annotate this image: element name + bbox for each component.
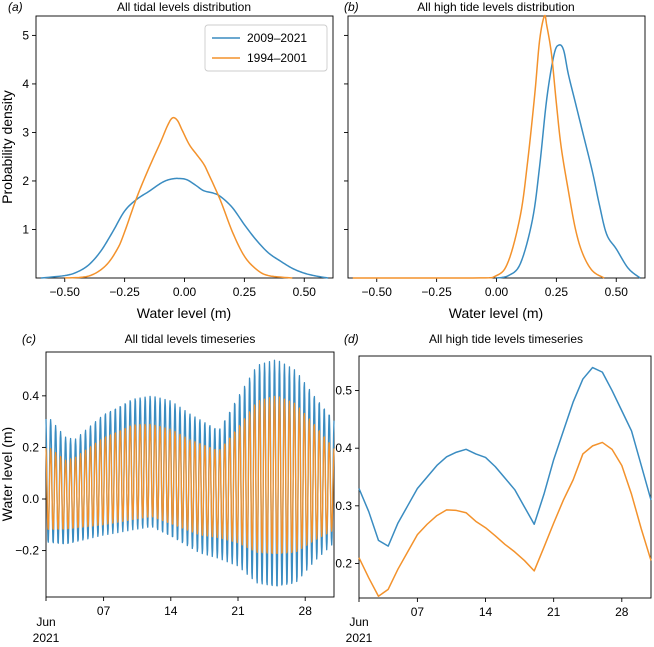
panel-a-ticks: −0.50 −0.25 0.00 0.25 0.50 1 2 3 4 5 [22, 28, 316, 299]
panel-c-ytick-label: 0.2 [22, 440, 39, 454]
legend-frame [204, 24, 328, 72]
panel-b-ticks: −0.50 −0.25 0.00 0.25 0.50 [344, 34, 629, 299]
panel-d-xtick-label: 07 [411, 605, 425, 619]
panel-b-xlabel: Water level (m) [449, 305, 543, 321]
panel-a-letter: (a) [8, 0, 23, 14]
panel-a-ytick-label: 5 [22, 28, 29, 42]
panel-c-ticks: 07 14 21 28 −0.2 0.0 0.2 0.4 [15, 389, 312, 618]
panel-c-xtick-label: 21 [231, 604, 245, 618]
panel-b-xtick-label: 0.50 [605, 285, 629, 299]
panel-d-ytick-label: 0.4 [335, 441, 352, 455]
panel-a-xtick-label: −0.50 [50, 285, 81, 299]
panel-d-ytick-label: 0.5 [335, 384, 352, 398]
panel-b: (b) All high tide levels distribution Wa… [344, 0, 646, 321]
panel-a-ytick-label: 3 [22, 125, 29, 139]
panel-a-ylabel: Probability density [0, 90, 15, 204]
panel-d-start-year: 2021 [346, 631, 373, 645]
panel-c-frame [45, 351, 335, 598]
panel-c-ytick-label: 0.0 [22, 492, 39, 506]
panel-a-xtick-label: 0.25 [233, 285, 257, 299]
panel-d-start-month: Jun [349, 615, 368, 629]
panel-b-xtick-label: 0.25 [545, 285, 569, 299]
panel-d-xtick-label: 28 [615, 605, 629, 619]
panel-c-series-1994-2001 [45, 395, 335, 555]
panel-d-frame [358, 355, 652, 599]
panel-d-ticks: 07 14 21 28 0.2 0.3 0.4 0.5 [335, 384, 628, 619]
panel-d: (d) All high tide levels timeseries Jun … [335, 332, 652, 645]
panel-a-xtick-label: 0.50 [293, 285, 317, 299]
panel-a-series-2009-2021 [40, 177, 329, 279]
panel-c-ytick-label: 0.4 [22, 389, 39, 403]
panel-b-frame [347, 15, 646, 279]
panel-a-ytick-label: 4 [22, 77, 29, 91]
panel-d-ytick-label: 0.2 [335, 556, 352, 570]
panel-b-series-1994-2001 [352, 14, 605, 279]
panel-c-xtick-label: 07 [97, 604, 111, 618]
panel-a-lines [40, 116, 329, 279]
panel-d-series-1994-2001 [358, 441, 652, 598]
panel-c-ytick-label: −0.2 [15, 544, 39, 558]
panel-b-xtick-label: −0.50 [362, 285, 393, 299]
legend-label-2009-2021: 2009–2021 [247, 31, 307, 45]
panel-a-ytick-label: 2 [22, 174, 29, 188]
panel-a-title: All tidal levels distribution [117, 0, 251, 14]
panel-a-xlabel: Water level (m) [137, 305, 231, 321]
panel-c-lines [45, 359, 335, 587]
panel-b-xtick-label: 0.00 [485, 285, 509, 299]
panel-a-series-1994-2001 [64, 116, 293, 279]
panel-d-title: All high tide levels timeseries [429, 332, 583, 346]
panel-b-lines [352, 14, 641, 279]
panel-d-series-2009-2021 [358, 366, 652, 547]
panel-c-title: All tidal levels timeseries [125, 332, 256, 346]
panel-b-series-2009-2021 [496, 44, 641, 279]
panel-c-start-year: 2021 [33, 631, 60, 645]
panel-d-xtick-label: 14 [479, 605, 493, 619]
panel-b-title: All high tide levels distribution [417, 0, 574, 14]
panel-c: (c) All tidal levels timeseries Water le… [0, 332, 335, 645]
panel-c-xtick-label: 14 [164, 604, 178, 618]
panel-d-letter: (d) [344, 332, 359, 346]
panel-a: (a) All tidal levels distribution Water … [0, 0, 334, 321]
legend: 2009–2021 1994–2001 [204, 24, 328, 72]
panel-c-ylabel: Water level (m) [0, 427, 15, 521]
legend-label-1994-2001: 1994–2001 [247, 51, 307, 65]
panel-b-xtick-label: −0.25 [421, 285, 452, 299]
panel-a-ytick-label: 1 [22, 222, 29, 236]
panel-d-ytick-label: 0.3 [335, 499, 352, 513]
panel-b-letter: (b) [344, 0, 359, 14]
panel-c-start-month: Jun [36, 615, 55, 629]
panel-a-xtick-label: 0.00 [173, 285, 197, 299]
panel-c-letter: (c) [22, 332, 36, 346]
panel-c-xtick-label: 28 [299, 604, 313, 618]
panel-d-xtick-label: 21 [547, 605, 561, 619]
panel-d-lines [358, 366, 652, 598]
panel-a-xtick-label: −0.25 [109, 285, 140, 299]
